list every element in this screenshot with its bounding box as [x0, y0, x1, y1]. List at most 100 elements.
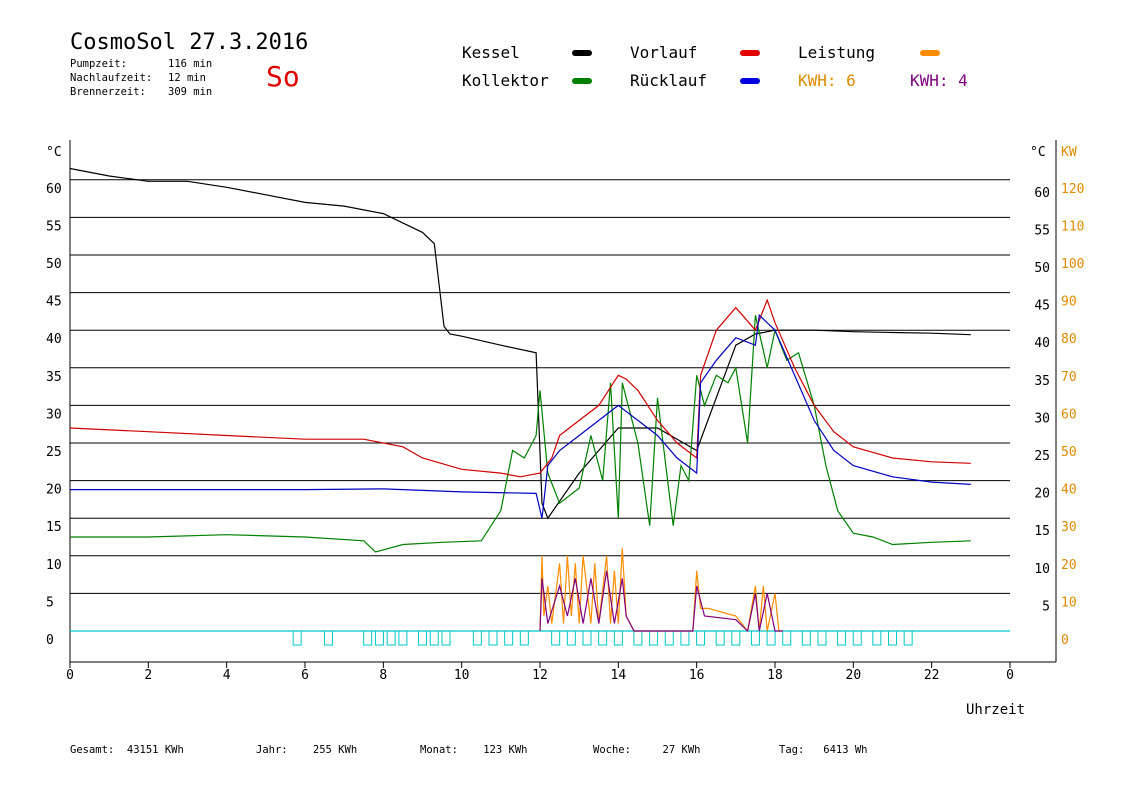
y-tick-label-kw: 70	[1061, 370, 1077, 385]
pump-marker	[696, 630, 706, 646]
pump-marker	[852, 630, 862, 646]
y-tick-label-left: 10	[46, 558, 62, 573]
y-tick-label-left: 35	[46, 370, 62, 385]
y-tick-label-left: 20	[46, 483, 62, 498]
y-tick-label-right: 25	[1034, 449, 1050, 464]
series-line-kollektor	[70, 315, 971, 553]
x-tick-label: 14	[611, 668, 627, 683]
pump-marker	[715, 630, 725, 646]
pump-marker	[472, 630, 482, 646]
series-line-kwh2	[539, 570, 783, 633]
y-tick-label-right: 15	[1034, 524, 1050, 539]
pump-marker	[504, 630, 514, 646]
pump-marker	[837, 630, 847, 646]
pump-marker	[750, 630, 760, 646]
x-tick-label: 0	[66, 668, 74, 683]
y-tick-label-left: 55	[46, 219, 62, 234]
footer-monat: Monat: 123 KWh	[420, 744, 528, 756]
pump-marker	[441, 630, 451, 646]
pump-marker	[582, 630, 592, 646]
y-tick-label-right: 20	[1034, 487, 1050, 502]
chart-title: CosmoSol 27.3.2016	[70, 30, 309, 55]
y-tick-label-left: 50	[46, 257, 62, 272]
pump-marker	[386, 630, 396, 646]
pump-marker	[519, 630, 529, 646]
pump-marker	[766, 630, 776, 646]
series-line-ruecklauf	[70, 313, 971, 519]
legend-kwh-2: KWH: 4	[910, 71, 968, 90]
x-tick-label: 6	[301, 668, 309, 683]
legend-kessel-swatch	[572, 50, 592, 56]
series-line-kessel	[69, 167, 971, 520]
x-tick-label: 16	[689, 668, 705, 683]
footer-woche: Woche: 27 KWh	[593, 744, 701, 756]
x-axis-label: Uhrzeit	[966, 702, 1025, 718]
pump-marker	[551, 630, 561, 646]
legend-vorlauf-swatch	[740, 50, 760, 56]
legend-ruecklauf-swatch	[740, 78, 760, 84]
x-tick-label: 18	[767, 668, 783, 683]
weekday-label: So	[266, 60, 300, 93]
brennerzeit-label: Brennerzeit:	[70, 86, 146, 98]
y-tick-label-right: 60	[1034, 186, 1050, 201]
legend-ruecklauf-label: Rücklauf	[630, 71, 708, 90]
y-tick-label-left: 15	[46, 520, 62, 535]
y-tick-label-right: 55	[1034, 223, 1050, 238]
legend-kollektor-label: Kollektor	[462, 71, 549, 90]
y-tick-label-kw: 40	[1061, 483, 1077, 498]
x-tick-label: 0	[1006, 668, 1014, 683]
y-axis-unit-left: °C	[46, 145, 62, 160]
pump-marker	[888, 630, 897, 646]
x-tick-label: 12	[532, 668, 548, 683]
pump-marker	[566, 630, 576, 646]
pump-marker	[324, 630, 333, 646]
y-tick-label-left: 40	[46, 332, 62, 347]
y-axis-unit-right: °C	[1030, 145, 1046, 160]
y-tick-label-kw: 50	[1061, 445, 1077, 460]
footer-tag: Tag: 6413 Wh	[779, 744, 868, 756]
y-tick-label-right: 50	[1034, 261, 1050, 276]
y-tick-label-kw: 10	[1061, 595, 1077, 610]
y-tick-label-kw: 30	[1061, 520, 1077, 535]
pump-marker	[633, 630, 643, 646]
legend-vorlauf-label: Vorlauf	[630, 43, 698, 62]
legend-leistung-swatch	[920, 50, 940, 56]
pump-marker	[649, 630, 659, 646]
pump-marker	[680, 630, 690, 646]
pump-marker	[488, 630, 498, 646]
y-axis-unit-kw: KW	[1061, 145, 1077, 160]
nachlaufzeit-label: Nachlaufzeit:	[70, 72, 153, 84]
y-tick-label-right: 30	[1034, 411, 1050, 426]
y-tick-label-left: 25	[46, 445, 62, 460]
y-tick-label-right: 40	[1034, 336, 1050, 351]
y-tick-label-right: 5	[1042, 599, 1050, 614]
y-tick-label-kw: 20	[1061, 558, 1077, 573]
pump-marker	[374, 630, 384, 646]
y-tick-label-kw: 120	[1061, 182, 1084, 197]
pump-marker	[418, 630, 427, 646]
pump-marker	[292, 630, 302, 646]
legend-kollektor-swatch	[572, 78, 592, 84]
footer-jahr: Jahr: 255 KWh	[256, 744, 358, 756]
pumpzeit-label: Pumpzeit:	[70, 58, 127, 70]
y-tick-label-left: 5	[46, 595, 54, 610]
y-tick-label-kw: 100	[1061, 257, 1084, 272]
y-tick-label-kw: 0	[1061, 633, 1069, 648]
pump-marker	[613, 630, 623, 646]
y-tick-label-kw: 90	[1061, 295, 1077, 310]
pump-marker	[903, 630, 913, 646]
x-tick-label: 4	[223, 668, 231, 683]
y-tick-label-right: 10	[1034, 562, 1050, 577]
x-tick-label: 2	[144, 668, 152, 683]
y-tick-label-right: 45	[1034, 299, 1050, 314]
pump-marker	[429, 630, 439, 646]
legend-kwh-1: KWH: 6	[798, 71, 856, 90]
series-line-vorlauf	[69, 298, 971, 478]
series-line-leistung	[539, 548, 783, 633]
pump-marker	[598, 630, 608, 646]
brennerzeit-value: 309 min	[168, 86, 213, 98]
y-tick-label-kw: 80	[1061, 332, 1077, 347]
pump-marker	[731, 630, 741, 646]
y-tick-label-right: 35	[1034, 374, 1050, 389]
pump-marker	[363, 630, 373, 646]
